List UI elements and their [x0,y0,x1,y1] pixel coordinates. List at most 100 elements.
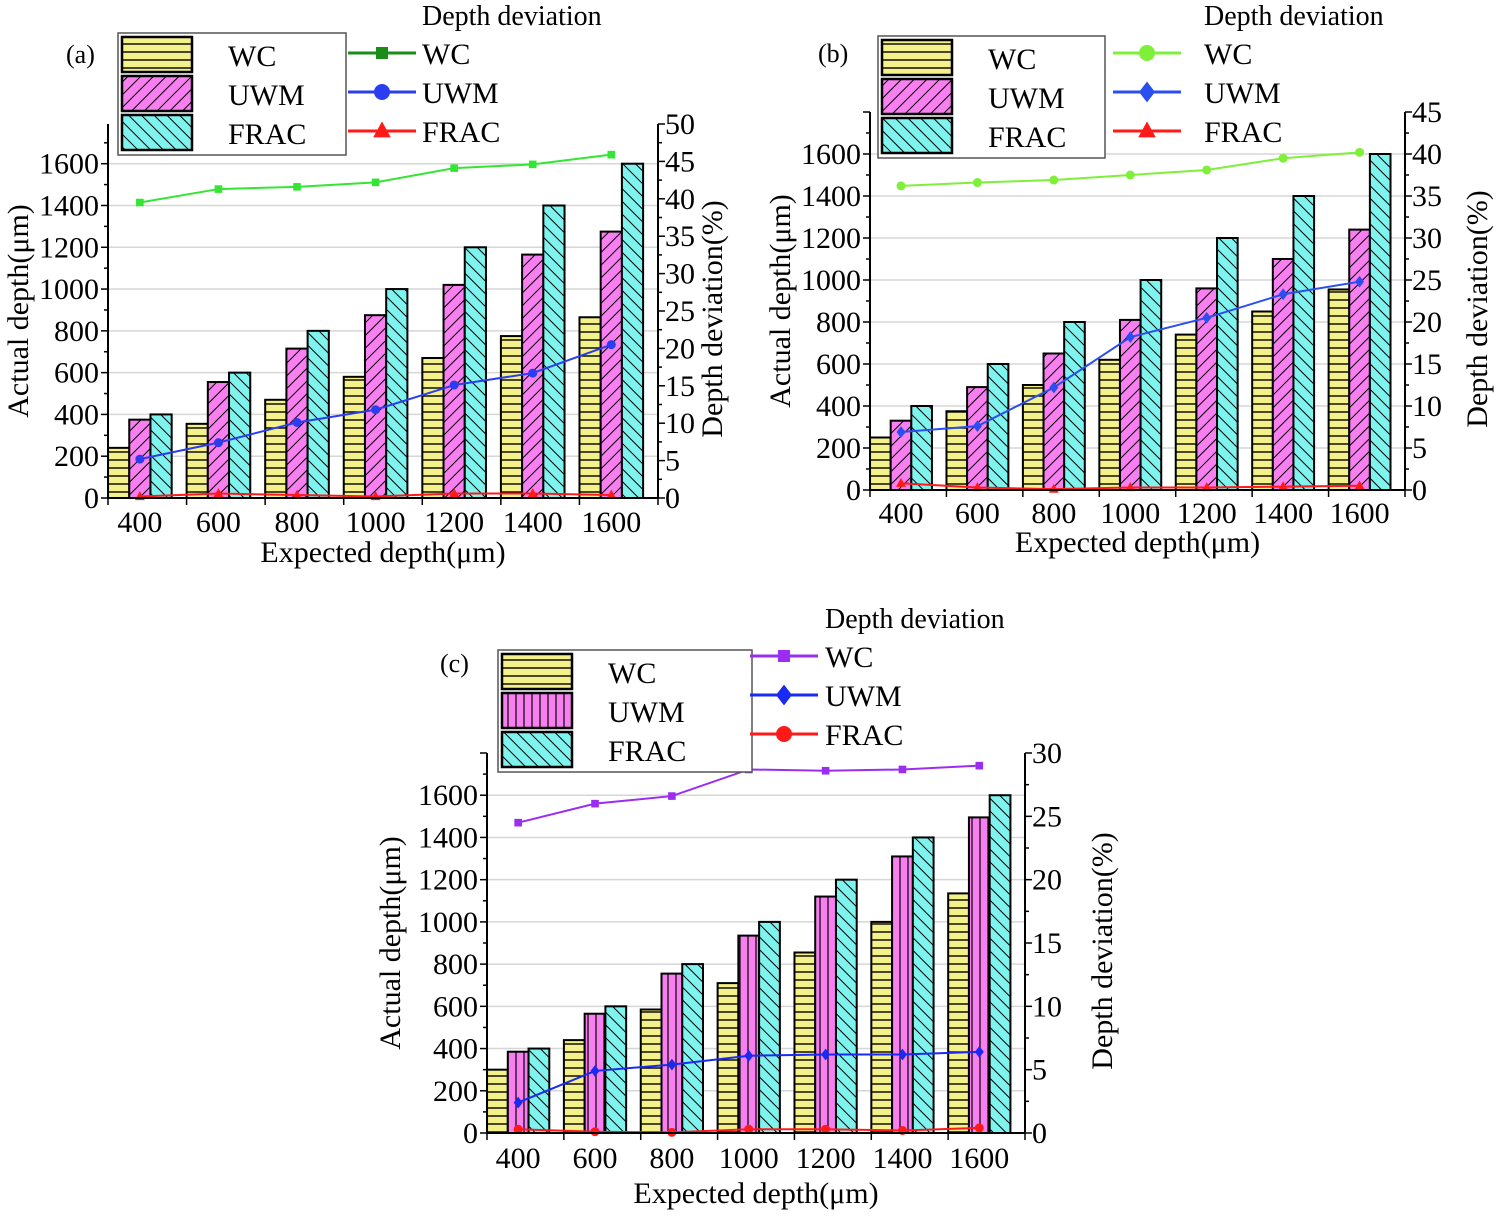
point-wc [896,181,906,191]
chart-panel-c: 0 200 400 600 800 1000 1200 1400 1600 0 5 10 15 20 25 3… [374,604,1119,1210]
point-uwm [1355,275,1365,288]
line-legend-label-frac: FRAC [825,719,903,752]
x-tick-label: 400 [496,1142,541,1175]
y-tick-label: 0 [84,482,99,515]
y-tick-label: 1600 [801,138,861,171]
bar-pattern-uwm [814,895,837,1134]
bar-pattern-frac [758,920,781,1135]
y-tick-label: 1400 [39,189,99,222]
y-axis-label: Actual depth(μm) [764,194,797,408]
chart-panel-a: 0 200 400 600 800 1000 1200 1400 1600 0 5 10 15 20 25 3… [2,1,729,569]
line-legend-label-uwm: UWM [422,77,499,110]
y-tick-label: 0 [846,474,861,507]
y2-tick-label: 50 [665,108,695,141]
x-tick-label: 800 [275,506,320,539]
x-axis-label: Expected depth(μm) [1015,526,1260,559]
point-wc [214,185,223,193]
line-legend-label-wc: WC [1204,38,1252,71]
point-frac [527,488,538,498]
y-tick-label: 400 [816,390,861,423]
y-tick-label: 600 [816,348,861,381]
y2-tick-label: 20 [665,332,695,365]
y2-tick-label: 30 [1032,737,1062,770]
point-uwm [897,1048,907,1061]
legend-swatch-pattern [500,730,574,769]
legend-label-wc: WC [608,657,656,690]
point-uwm [974,1046,984,1058]
point-uwm [744,1049,754,1062]
y2-tick-label: 30 [1412,222,1442,255]
point-frac [896,477,906,487]
point-wc [972,178,982,188]
point-wc [898,765,907,774]
point-uwm [135,454,145,464]
y-tick-label: 1400 [418,821,478,854]
point-frac [513,1124,523,1134]
bar-pattern-uwm [506,1050,530,1134]
bar-pattern-frac [1292,195,1316,491]
point-uwm [449,380,459,390]
x-tick-label: 1200 [1177,497,1237,530]
panel-label: (b) [818,39,848,68]
legend-label-wc: WC [228,40,276,73]
x-tick-label: 800 [649,1142,694,1175]
y-tick-label: 600 [54,357,99,390]
y-tick-label: 800 [54,315,99,348]
line-legend-title: Depth deviation [825,604,1005,635]
y2-tick-label: 15 [665,370,695,403]
bar-pattern-uwm [1118,318,1142,491]
point-frac [292,489,302,499]
bar-pattern-wc [1327,288,1351,492]
legend-marker-uwm [776,684,792,706]
x-tick-label: 600 [196,506,241,539]
bar-pattern-wc [947,892,970,1135]
y2-tick-label: 20 [1032,864,1062,897]
bar-legend: WC UWM FRAC [117,32,347,156]
y2-axis-label: Depth deviation(%) [696,200,729,437]
bar-pattern-wc [562,1039,586,1134]
y-tick-label: 200 [433,1075,478,1108]
point-wc [591,799,599,808]
legend-label-uwm: UWM [608,696,685,729]
y-tick-label: 1200 [39,231,99,264]
y2-tick-label: 0 [1032,1117,1047,1150]
legend-swatch-pattern [880,77,954,116]
x-tick-label: 1400 [1253,497,1313,530]
bar-pattern-wc [793,951,817,1134]
point-uwm [513,1096,523,1109]
y2-tick-label: 10 [1412,390,1442,423]
bar-pattern-frac [911,836,935,1134]
x-tick-label: 1400 [872,1142,932,1175]
point-uwm [1049,381,1059,394]
bar-pattern-wc [1251,310,1274,491]
point-wc [975,761,984,770]
bar-pattern-frac [1216,237,1239,491]
bar-pattern-wc [1174,333,1198,491]
point-frac [972,482,983,492]
bar-pattern-wc [342,375,366,499]
legend-marker-frac [373,121,391,138]
y-tick-label: 1000 [418,906,478,939]
bar-pattern-wc [869,436,892,491]
y-tick-label: 400 [433,1033,478,1066]
line-legend: Depth deviation WC UWM FRAC [1113,1,1384,149]
legend-swatch-pattern [120,35,194,74]
x-tick-label: 1400 [503,506,563,539]
y2-tick-label: 35 [665,220,695,253]
bar-pattern-frac [1063,321,1086,491]
panel-label: (a) [66,40,95,69]
x-tick-label: 800 [1031,497,1076,530]
point-uwm [371,405,381,415]
bar-pattern-frac [834,878,858,1135]
point-frac [821,1124,831,1134]
point-frac [1354,480,1365,490]
bar-pattern-wc [639,1008,663,1134]
y2-tick-label: 30 [665,258,695,291]
line-legend-label-frac: FRAC [422,116,500,149]
x-tick-label: 400 [878,497,923,530]
legend-swatch-pattern [120,74,194,113]
legend-label-uwm: UWM [228,79,305,112]
legend-marker-wc [778,650,790,662]
point-wc [821,766,830,775]
